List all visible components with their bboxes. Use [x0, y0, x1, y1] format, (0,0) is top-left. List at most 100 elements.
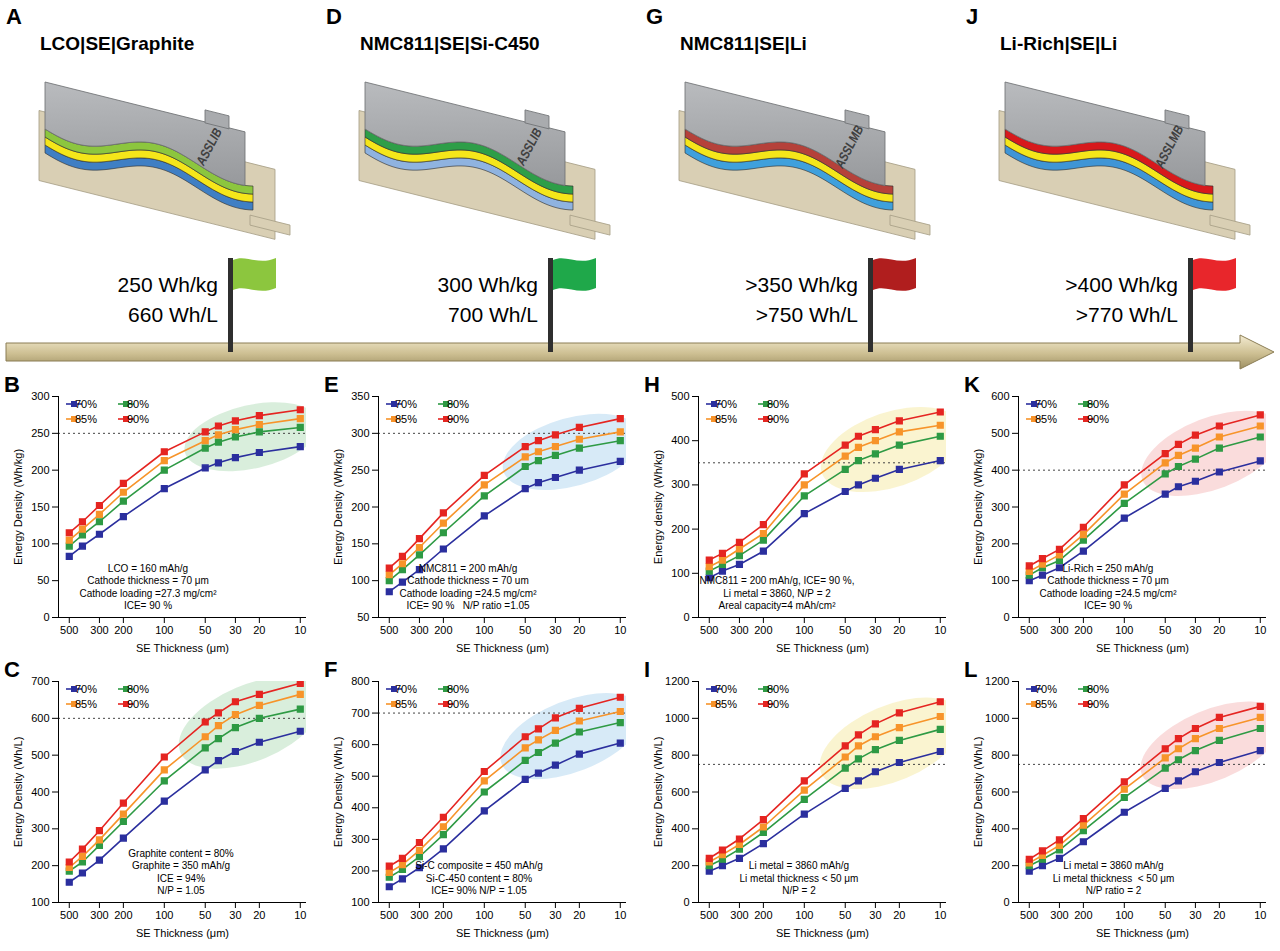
svg-text:70%: 70% — [715, 398, 737, 410]
svg-text:90%: 90% — [447, 413, 469, 425]
svg-text:ASSLMB: ASSLMB — [1152, 122, 1186, 172]
svg-text:200: 200 — [754, 909, 772, 921]
svg-text:A: A — [6, 4, 22, 29]
svg-text:200: 200 — [31, 859, 49, 871]
svg-text:10: 10 — [934, 909, 946, 921]
svg-text:200: 200 — [991, 859, 1009, 871]
svg-text:300: 300 — [1050, 909, 1068, 921]
svg-text:N/P = 2: N/P = 2 — [782, 885, 816, 896]
svg-text:100: 100 — [155, 624, 173, 636]
svg-text:85%: 85% — [1035, 698, 1057, 710]
svg-text:300: 300 — [991, 501, 1009, 513]
svg-text:50: 50 — [1159, 909, 1171, 921]
svg-text:800: 800 — [991, 749, 1009, 761]
svg-text:70%: 70% — [395, 683, 417, 695]
svg-text:500: 500 — [1020, 624, 1038, 636]
svg-text:NMC811 = 200 mAh/g, ICE= 90 %,: NMC811 = 200 mAh/g, ICE= 90 %, — [700, 575, 855, 586]
svg-text:50: 50 — [839, 624, 851, 636]
svg-text:800: 800 — [671, 749, 689, 761]
svg-text:LCO = 160 mAh/g: LCO = 160 mAh/g — [108, 563, 188, 574]
svg-text:Cathode loading =24.5 mg/cm²: Cathode loading =24.5 mg/cm² — [399, 588, 537, 599]
svg-text:100: 100 — [31, 896, 49, 908]
svg-text:90%: 90% — [767, 413, 789, 425]
svg-text:300 Wh/kg: 300 Wh/kg — [438, 273, 538, 296]
svg-text:300: 300 — [90, 624, 108, 636]
svg-text:10: 10 — [614, 909, 626, 921]
svg-text:Graphite content = 80%: Graphite content = 80% — [128, 848, 233, 859]
svg-text:660 Wh/L: 660 Wh/L — [128, 303, 218, 326]
svg-text:600: 600 — [991, 786, 1009, 798]
svg-text:85%: 85% — [715, 413, 737, 425]
svg-text:200: 200 — [434, 909, 452, 921]
svg-text:400: 400 — [671, 434, 689, 446]
svg-text:0: 0 — [683, 896, 689, 908]
svg-text:200: 200 — [671, 523, 689, 535]
svg-text:150: 150 — [351, 537, 369, 549]
svg-text:10: 10 — [294, 909, 306, 921]
svg-text:100: 100 — [31, 537, 49, 549]
svg-text:0: 0 — [683, 611, 689, 623]
svg-text:500: 500 — [671, 390, 689, 402]
svg-text:30: 30 — [549, 624, 561, 636]
svg-text:600: 600 — [671, 786, 689, 798]
svg-text:Energy Density (Wh/kg): Energy Density (Wh/kg) — [12, 449, 24, 565]
svg-text:400: 400 — [991, 464, 1009, 476]
svg-text:Energy Density (Wh/L): Energy Density (Wh/L) — [332, 737, 344, 848]
svg-text:80%: 80% — [1087, 398, 1109, 410]
svg-text:30: 30 — [229, 624, 241, 636]
svg-text:50: 50 — [199, 909, 211, 921]
svg-text:1200: 1200 — [665, 675, 689, 687]
svg-text:Energy Density (Wh/L): Energy Density (Wh/L) — [972, 737, 984, 848]
svg-text:600: 600 — [31, 712, 49, 724]
svg-text:20: 20 — [893, 624, 905, 636]
svg-text:600: 600 — [991, 390, 1009, 402]
svg-text:20: 20 — [1213, 909, 1225, 921]
svg-text:100: 100 — [1115, 909, 1133, 921]
svg-text:0: 0 — [1003, 611, 1009, 623]
svg-text:Li-Rich = 250 mAh/g: Li-Rich = 250 mAh/g — [1063, 563, 1154, 574]
svg-text:300: 300 — [90, 909, 108, 921]
svg-text:Cathode thickness = 70 μm: Cathode thickness = 70 μm — [1047, 575, 1169, 586]
svg-text:Energy Density (Wh/L): Energy Density (Wh/L) — [652, 737, 664, 848]
svg-text:Cathode loading =27.3 mg/cm²: Cathode loading =27.3 mg/cm² — [79, 588, 217, 599]
svg-text:30: 30 — [869, 909, 881, 921]
svg-text:80%: 80% — [127, 398, 149, 410]
svg-text:90%: 90% — [1087, 413, 1109, 425]
svg-text:Energy Density (Wh/kg): Energy Density (Wh/kg) — [972, 449, 984, 565]
svg-text:SE Thickness (μm): SE Thickness (μm) — [456, 927, 549, 939]
svg-text:500: 500 — [31, 749, 49, 761]
svg-text:10: 10 — [1254, 624, 1266, 636]
svg-text:NMC811 = 200 mAh/g: NMC811 = 200 mAh/g — [419, 563, 517, 574]
svg-text:80%: 80% — [1087, 683, 1109, 695]
svg-text:100: 100 — [991, 574, 1009, 586]
svg-text:100: 100 — [1115, 624, 1133, 636]
svg-text:85%: 85% — [1035, 413, 1057, 425]
svg-text:20: 20 — [253, 624, 265, 636]
svg-text:50: 50 — [37, 574, 49, 586]
svg-text:50: 50 — [357, 611, 369, 623]
svg-text:80%: 80% — [447, 398, 469, 410]
svg-text:250: 250 — [351, 464, 369, 476]
svg-text:500: 500 — [60, 624, 78, 636]
svg-text:20: 20 — [893, 909, 905, 921]
svg-text:Li-Rich|SE|Li: Li-Rich|SE|Li — [1000, 33, 1117, 54]
svg-text:Energy density (Wh/kg): Energy density (Wh/kg) — [652, 450, 664, 564]
svg-text:70%: 70% — [715, 683, 737, 695]
svg-text:Energy Density (Wh/L): Energy Density (Wh/L) — [12, 737, 24, 848]
svg-text:Li metal = 3860, N/P = 2: Li metal = 3860, N/P = 2 — [723, 588, 831, 599]
svg-text:500: 500 — [380, 909, 398, 921]
svg-text:10: 10 — [934, 624, 946, 636]
svg-text:300: 300 — [31, 390, 49, 402]
svg-text:Si-C-450 content = 80%: Si-C-450 content = 80% — [426, 873, 533, 884]
svg-text:500: 500 — [991, 427, 1009, 439]
svg-text:Energy Density (Wh/kg): Energy Density (Wh/kg) — [332, 449, 344, 565]
svg-text:200: 200 — [991, 537, 1009, 549]
svg-text:J: J — [966, 4, 978, 29]
svg-text:NMC811|SE|Li: NMC811|SE|Li — [680, 33, 807, 54]
svg-text:90%: 90% — [1087, 698, 1109, 710]
svg-text:100: 100 — [155, 909, 173, 921]
svg-text:85%: 85% — [75, 413, 97, 425]
svg-text:0: 0 — [1003, 896, 1009, 908]
svg-text:SE Thickness (μm): SE Thickness (μm) — [1096, 642, 1189, 654]
svg-text:200: 200 — [1074, 909, 1092, 921]
